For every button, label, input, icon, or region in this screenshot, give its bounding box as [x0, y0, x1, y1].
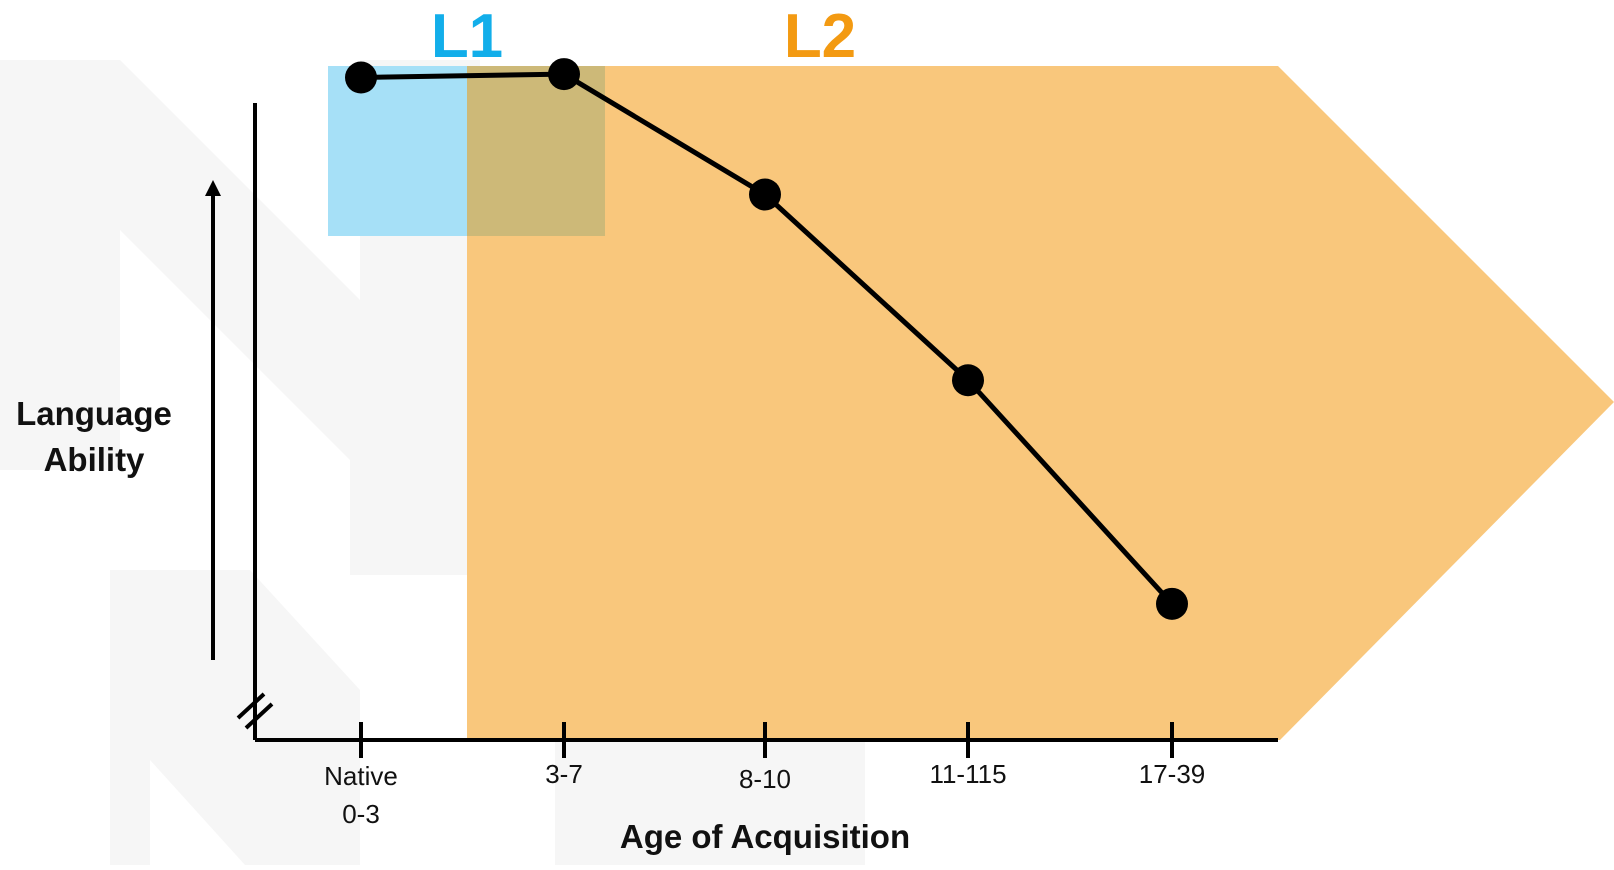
data-point — [345, 61, 377, 94]
data-point — [1156, 587, 1188, 620]
series-line — [345, 58, 1188, 620]
x-tick-label: 11-115 — [929, 759, 1006, 789]
data-point — [548, 58, 580, 91]
region-l1-fill — [328, 66, 467, 236]
x-tick-label: Native — [324, 761, 398, 791]
chart-axes — [205, 103, 1278, 758]
x-tick-label: 8-10 — [739, 764, 791, 794]
x-tick-label: 3-7 — [545, 759, 583, 789]
y-arrow-head — [205, 180, 221, 196]
x-axis-title: Age of Acquisition — [620, 818, 910, 855]
axis-break-mark — [244, 702, 274, 730]
x-tick-label: 17-39 — [1139, 759, 1206, 789]
chart-labels: Native 0-3 3-7 8-10 11-115 17-39 Age of Acquis… — [16, 2, 1205, 855]
region-overlap-fill — [467, 66, 605, 236]
y-axis-title: Language — [16, 395, 172, 432]
axis-break-mark — [236, 692, 266, 720]
data-point — [749, 178, 781, 211]
x-tick-label: 0-3 — [342, 799, 380, 829]
y-axis-title: Ability — [44, 441, 145, 478]
data-point — [952, 364, 984, 397]
region-l2-fill — [467, 66, 1614, 740]
region-l2-label: L2 — [784, 2, 856, 71]
watermark-shape-k — [110, 570, 360, 865]
acquisition-regions — [328, 66, 1614, 740]
region-l1-label: L1 — [431, 2, 503, 71]
